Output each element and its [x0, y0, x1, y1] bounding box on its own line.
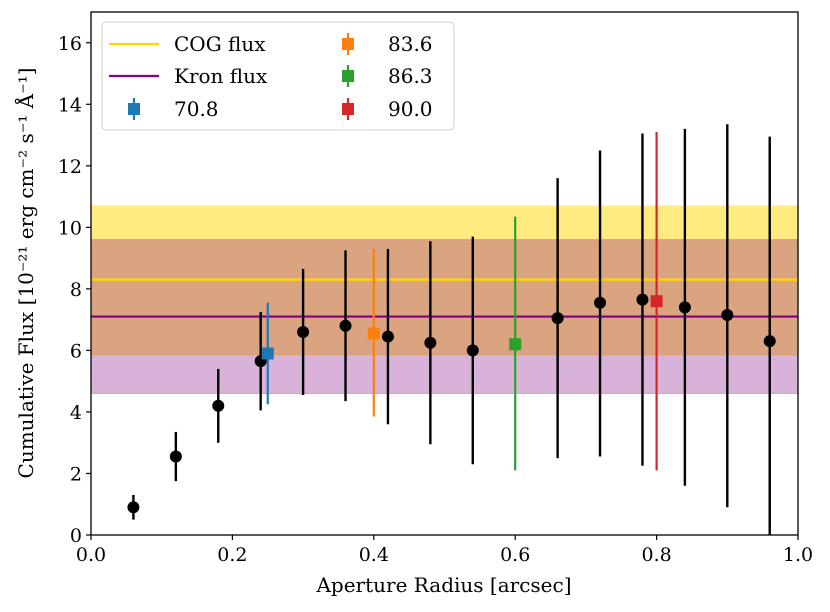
x-tick-label: 0.8 [641, 544, 671, 566]
x-tick-label: 0.0 [76, 544, 106, 566]
curve-point [339, 319, 352, 332]
y-tick-label: 10 [58, 217, 82, 239]
curve-point [297, 325, 310, 338]
legend-marker [342, 70, 354, 82]
legend-marker [128, 103, 140, 115]
data-points [127, 293, 776, 514]
legend-label: COG flux [174, 32, 266, 56]
x-axis-ticks: 0.0 0.2 0.4 0.6 0.8 1.0 [76, 535, 813, 566]
legend: COG flux Kron flux 70.8 83.6 86.3 90.0 [101, 21, 455, 131]
curve-point [212, 399, 225, 412]
curve-point [127, 501, 140, 514]
x-tick-label: 0.4 [359, 544, 389, 566]
y-tick-label: 12 [58, 156, 82, 178]
y-tick-label: 0 [70, 525, 82, 547]
y-tick-label: 6 [70, 340, 82, 362]
curve-point [636, 293, 649, 306]
flux-lines [91, 278, 798, 318]
legend-label: Kron flux [174, 64, 268, 88]
y-tick-label: 14 [58, 94, 82, 116]
curve-point [721, 309, 734, 322]
y-axis-ticks: 0 2 4 6 8 10 12 14 16 [58, 33, 91, 547]
curve-point [466, 344, 479, 357]
flux-bands [90, 205, 799, 394]
curve-point [678, 301, 691, 314]
curve-point [594, 296, 607, 309]
curve-point [763, 335, 776, 348]
y-tick-label: 8 [70, 279, 82, 301]
curve-point [381, 330, 394, 343]
x-tick-label: 0.6 [500, 544, 530, 566]
legend-label: 86.3 [388, 64, 433, 88]
curve-point [169, 450, 182, 463]
legend-label: 83.6 [388, 32, 433, 56]
x-axis-label: Aperture Radius [arcsec] [315, 573, 571, 597]
curve-point [424, 336, 437, 349]
y-tick-label: 4 [70, 402, 82, 424]
y-tick-label: 16 [58, 33, 82, 55]
series-point [650, 295, 663, 308]
legend-marker [342, 103, 354, 115]
y-axis-label: Cumulative Flux [10⁻²¹ erg cm⁻² s⁻¹ Å⁻¹] [13, 68, 38, 479]
legend-box [101, 21, 455, 131]
legend-label: 70.8 [174, 97, 219, 121]
series-point [509, 338, 522, 351]
series-point [261, 347, 274, 360]
x-tick-label: 1.0 [783, 544, 813, 566]
curve-point [551, 312, 564, 325]
legend-label: 90.0 [388, 97, 433, 121]
plot-frame [90, 11, 799, 536]
y-tick-label: 2 [70, 463, 82, 485]
legend-marker [342, 38, 354, 50]
x-tick-label: 0.2 [217, 544, 247, 566]
series-point [367, 327, 380, 340]
